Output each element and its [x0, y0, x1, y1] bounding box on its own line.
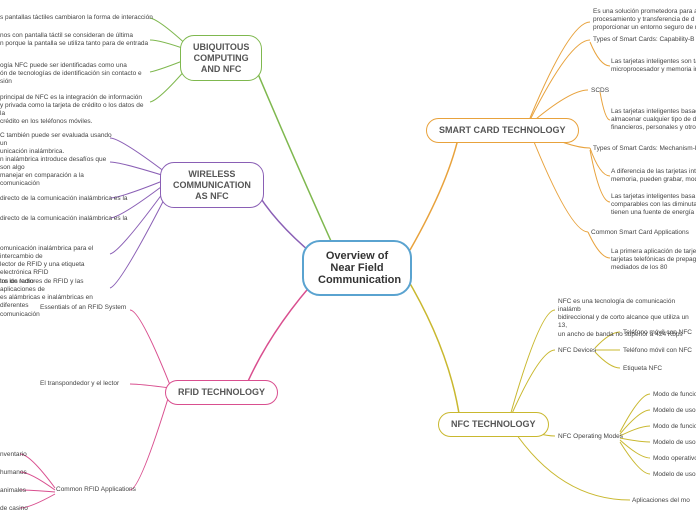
- leaf-smart-micro: Las tarjetas inteligentes son tamicropro…: [611, 58, 696, 74]
- leaf-rfid-trans: El transpondedor y el lector: [40, 380, 119, 388]
- leaf-nfc-m4: Modelo de uso q: [653, 439, 696, 447]
- leaf-smart-common: Common Smart Card Applications: [591, 229, 689, 237]
- leaf-nfc-m1: Modo de funcio: [653, 391, 696, 399]
- leaf-rfid-essentials: Essentials of an RFID System: [40, 304, 126, 312]
- leaf-smart-prepago: La primera aplicación de tarjettarjetas …: [611, 248, 696, 272]
- leaf-wire-1: C también puede ser evaluada usando unun…: [0, 132, 115, 156]
- leaf-wire-3: directo de la comunicación inalámbrica e…: [0, 195, 128, 203]
- branch-ubiquitous: UBIQUITOUSCOMPUTINGAND NFC: [180, 35, 262, 81]
- center-node: Overview ofNear FieldCommunication: [302, 240, 412, 296]
- center-title: Overview ofNear FieldCommunication: [318, 250, 401, 286]
- leaf-wire-4: directo de la comunicación inalámbrica e…: [0, 215, 128, 223]
- leaf-ubiq-2: nos con pantalla táctil se consideran de…: [0, 32, 150, 48]
- leaf-smart-diff: A diferencia de las tarjetas intememoria…: [611, 168, 696, 184]
- leaf-nfc-m2: Modelo de uso c: [653, 407, 696, 415]
- leaf-wire-2: n inalámbrica introduce desafíos que son…: [0, 156, 115, 189]
- leaf-rfid-hum: humanos: [0, 469, 27, 477]
- leaf-nfc-apps: Aplicaciones del mo: [632, 497, 690, 505]
- leaf-smart-1: Es una solución prometedora para aproces…: [593, 8, 696, 32]
- leaf-rfid-inv: nventario: [0, 451, 27, 459]
- leaf-nfc-etiq: Etiqueta NFC: [623, 365, 662, 373]
- leaf-ubiq-4: principal de NFC es la integración de in…: [0, 94, 150, 127]
- branch-nfc: NFC TECHNOLOGY: [438, 412, 549, 437]
- leaf-smart-comp: Las tarjetas inteligentes basacomparable…: [611, 193, 696, 217]
- leaf-smart-types2: Types of Smart Cards: Mechanism-B: [593, 145, 696, 153]
- leaf-ubiq-1: s pantallas táctiles cambiaron la forma …: [0, 14, 153, 22]
- leaf-rfid-cas: de casino: [0, 505, 28, 513]
- leaf-nfc-m6: Modelo de uso q: [653, 471, 696, 479]
- leaf-smart-types1: Types of Smart Cards: Capability-B: [593, 36, 695, 44]
- leaf-smart-scds: SCDS: [591, 87, 609, 95]
- leaf-nfc-devices: NFC Devices: [558, 347, 596, 355]
- leaf-nfc-modes: NFC Operating Modes: [558, 433, 623, 441]
- leaf-nfc-tel2: Teléfono móvil con NFC: [623, 347, 692, 355]
- leaf-ubiq-3: ogía NFC puede ser identificadas como un…: [0, 62, 150, 86]
- branch-wireless: WIRELESSCOMMUNICATIONAS NFC: [160, 162, 264, 208]
- leaf-wire-6: tre los lectores de RFID y las aplicacio…: [0, 278, 115, 319]
- leaf-rfid-ani: animales: [0, 487, 26, 495]
- branch-smartcard: SMART CARD TECHNOLOGY: [426, 118, 579, 143]
- leaf-rfid-common: Common RFID Applications: [56, 486, 136, 494]
- branch-rfid: RFID TECHNOLOGY: [165, 380, 278, 405]
- leaf-smart-fin: Las tarjetas inteligentes basadalmacenar…: [611, 108, 696, 132]
- leaf-nfc-tel1: Teléfono móvil con NFC: [623, 329, 692, 337]
- leaf-nfc-m3: Modo de funcio: [653, 423, 696, 431]
- leaf-nfc-m5: Modo operativo: [653, 455, 696, 463]
